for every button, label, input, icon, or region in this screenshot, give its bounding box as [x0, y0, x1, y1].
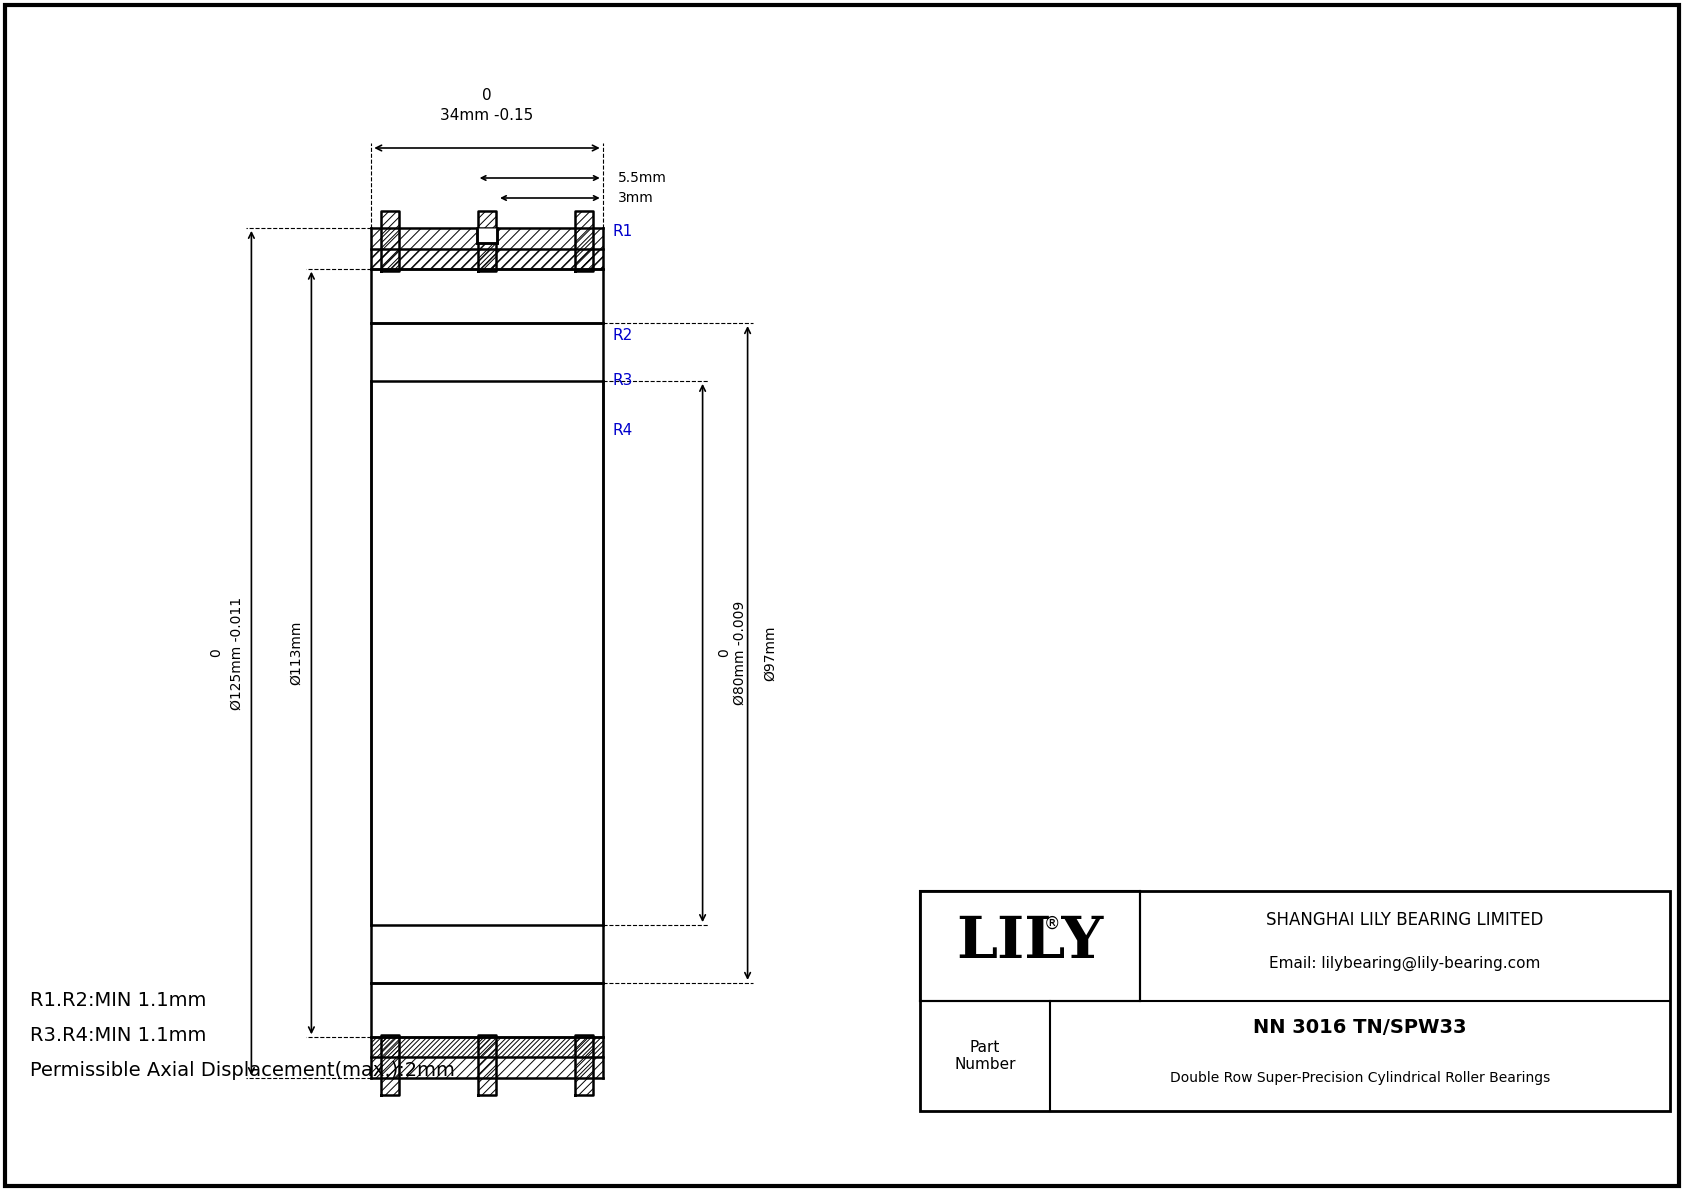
Polygon shape [381, 211, 399, 270]
Polygon shape [381, 1035, 399, 1096]
Polygon shape [478, 211, 497, 270]
Text: Ø125mm -0.011: Ø125mm -0.011 [229, 597, 244, 710]
Text: Ø97mm: Ø97mm [763, 625, 776, 681]
Polygon shape [372, 227, 603, 323]
Text: R3: R3 [613, 373, 633, 388]
Text: 5.5mm: 5.5mm [618, 172, 667, 185]
Text: Email: lilybearing@lily-bearing.com: Email: lilybearing@lily-bearing.com [1270, 956, 1541, 971]
Text: R2: R2 [613, 329, 633, 343]
Text: Ø80mm -0.009: Ø80mm -0.009 [733, 601, 746, 705]
Polygon shape [477, 227, 497, 243]
Text: Ø113mm: Ø113mm [290, 621, 303, 685]
Text: NN 3016 TN/SPW33: NN 3016 TN/SPW33 [1253, 1018, 1467, 1037]
Polygon shape [574, 211, 593, 270]
Text: 0: 0 [717, 649, 731, 657]
Bar [372, 269, 603, 1037]
Polygon shape [478, 1035, 497, 1096]
Text: Double Row Super-Precision Cylindrical Roller Bearings: Double Row Super-Precision Cylindrical R… [1170, 1071, 1551, 1085]
Text: ®: ® [1044, 915, 1061, 933]
Text: Permissible Axial Displacement(max.):2mm: Permissible Axial Displacement(max.):2mm [30, 1061, 455, 1080]
Text: Part
Number: Part Number [955, 1040, 1015, 1072]
Text: 34mm -0.15: 34mm -0.15 [441, 108, 534, 123]
Text: R4: R4 [613, 423, 633, 438]
Polygon shape [372, 983, 603, 1078]
Bar [919, 891, 1140, 1000]
Bar [372, 323, 603, 983]
Text: R1: R1 [613, 224, 633, 239]
Text: R3.R4:MIN 1.1mm: R3.R4:MIN 1.1mm [30, 1025, 207, 1045]
Bar [919, 891, 1671, 1111]
Text: 0: 0 [482, 88, 492, 102]
Text: SHANGHAI LILY BEARING LIMITED: SHANGHAI LILY BEARING LIMITED [1266, 911, 1544, 929]
Text: 3mm: 3mm [618, 191, 653, 205]
Polygon shape [372, 249, 603, 269]
Polygon shape [372, 269, 603, 381]
Polygon shape [574, 1035, 593, 1096]
Polygon shape [372, 1037, 603, 1058]
Text: LILY: LILY [957, 913, 1103, 969]
Polygon shape [372, 925, 603, 1037]
Text: R1.R2:MIN 1.1mm: R1.R2:MIN 1.1mm [30, 991, 207, 1010]
Text: 0: 0 [209, 649, 224, 657]
